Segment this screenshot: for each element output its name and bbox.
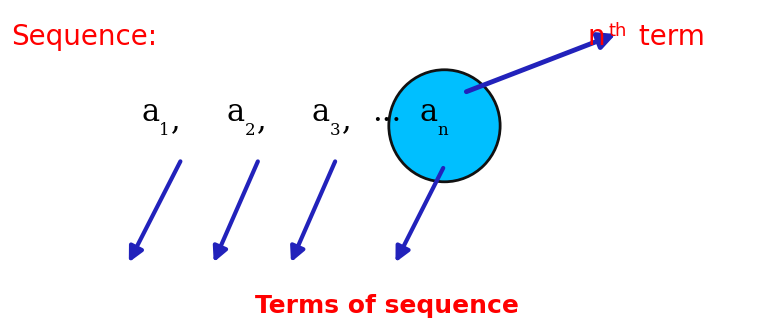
Text: n: n [587,23,605,51]
Text: 1: 1 [159,122,170,139]
Text: th: th [608,22,627,39]
Text: ,: , [342,105,351,136]
Text: n: n [438,122,448,139]
Text: term: term [630,23,705,51]
Text: Sequence:: Sequence: [12,23,158,51]
Text: ...: ... [372,97,401,128]
Text: a: a [226,97,245,128]
Text: a: a [420,97,438,128]
Text: 3: 3 [329,122,340,139]
Ellipse shape [389,70,500,182]
Text: ,: , [257,105,266,136]
Text: ,: , [172,105,181,136]
Text: 2: 2 [244,122,255,139]
Text: Terms of sequence: Terms of sequence [254,294,519,318]
Text: a: a [141,97,160,128]
Text: a: a [312,97,330,128]
